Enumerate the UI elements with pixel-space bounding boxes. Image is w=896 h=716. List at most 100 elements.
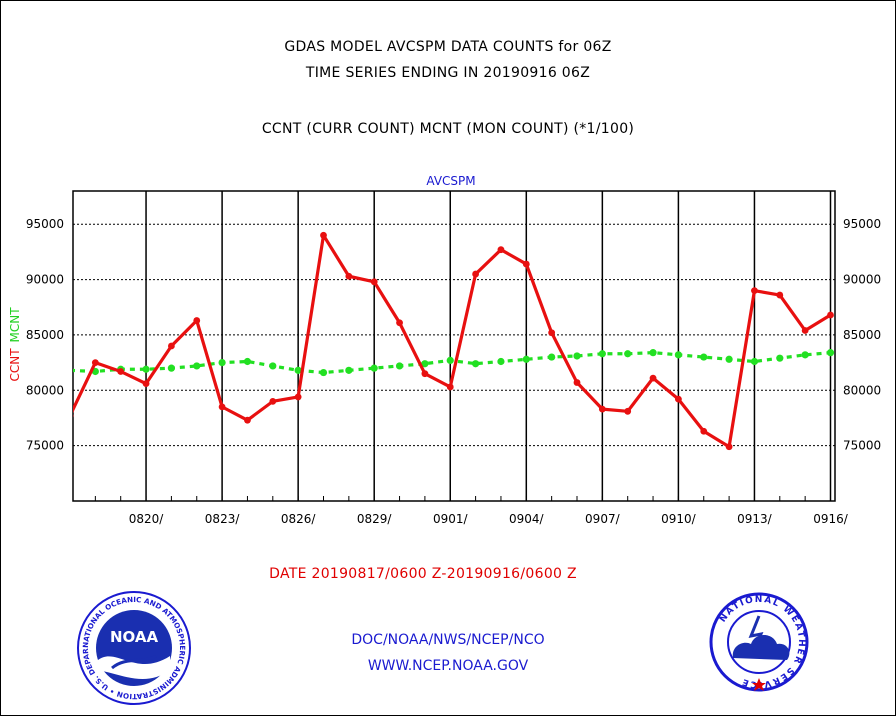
data-point-mcnt (243, 357, 252, 366)
data-point-mcnt (497, 357, 505, 366)
x-tick-label: 0826/ (281, 512, 317, 526)
data-point-ccnt (624, 407, 632, 415)
data-point-mcnt (193, 362, 201, 370)
y-axis-label-ccnt: CCNT (8, 348, 22, 382)
y-tick-label-left: 80000 (26, 383, 64, 397)
data-point-ccnt (269, 397, 277, 405)
plot-title: AVCSPM (426, 174, 475, 188)
data-point-mcnt (370, 364, 378, 372)
y-tick-label-left: 90000 (26, 273, 64, 287)
data-point-mcnt (750, 357, 759, 366)
data-point-mcnt (700, 353, 708, 361)
data-point-mcnt (218, 359, 226, 367)
chart-title-line3: CCNT (CURR COUNT) MCNT (MON COUNT) (*1/1… (261, 121, 635, 137)
data-point-ccnt (751, 287, 758, 295)
series-ccnt (73, 231, 834, 451)
x-tick-label: 0910/ (661, 512, 697, 526)
data-point-ccnt (675, 395, 682, 403)
nws-logo: NATIONAL WEATHER SERVICE (709, 592, 809, 692)
data-point-mcnt (142, 365, 150, 373)
y-tick-label-right: 95000 (843, 217, 881, 231)
data-point-ccnt (421, 370, 429, 378)
y-tick-label-left: 75000 (26, 439, 64, 453)
data-point-mcnt (674, 351, 683, 359)
data-point-ccnt (827, 311, 834, 319)
org-label: DOC/NOAA/NWS/NCEP/NCO (351, 632, 545, 648)
y-axis-label-mcnt: MCNT (8, 307, 22, 343)
y-tick-label-left: 95000 (26, 217, 64, 231)
data-point-mcnt (421, 360, 429, 368)
data-point-mcnt (776, 354, 784, 362)
chart-title-line2: TIME SERIES ENDING IN 20190916 06Z (305, 65, 591, 81)
y-tick-label-right: 85000 (843, 328, 881, 342)
data-point-ccnt (193, 317, 201, 324)
data-point-mcnt (167, 364, 175, 372)
y-axis-right: 75000 80000 85000 90000 95000 (843, 217, 881, 452)
x-tick-label: 0823/ (205, 512, 241, 526)
noaa-logo: NATIONAL OCEANIC AND ATMOSPHERIC ADMINIS… (76, 590, 191, 705)
y-tick-label-left: 85000 (26, 328, 64, 342)
data-point-ccnt (117, 368, 125, 375)
series-mcnt (73, 349, 835, 377)
data-point-mcnt (624, 350, 632, 358)
data-point-mcnt (725, 355, 733, 363)
chart-title-line1: GDAS MODEL AVCSPM DATA COUNTS for 06Z (284, 39, 612, 55)
y-tick-label-right: 90000 (843, 273, 881, 287)
data-point-mcnt (319, 368, 328, 377)
data-point-mcnt (522, 355, 530, 363)
data-point-mcnt (548, 353, 556, 361)
line-chart: AVCSPM 75000 80000 85000 90000 95000 75000 80… (8, 174, 881, 526)
x-tick-label: 0916/ (813, 512, 849, 526)
data-point-ccnt (522, 260, 530, 268)
data-point-mcnt (395, 362, 404, 370)
data-point-ccnt (573, 379, 581, 386)
data-point-ccnt (725, 443, 733, 451)
data-point-mcnt (345, 366, 353, 374)
data-point-mcnt (73, 368, 74, 373)
x-tick-label: 0907/ (585, 512, 621, 526)
data-point-mcnt (801, 351, 809, 359)
data-point-mcnt (446, 356, 454, 364)
data-point-ccnt (598, 405, 606, 413)
data-point-ccnt (776, 291, 784, 299)
x-tick-label: 0913/ (737, 512, 773, 526)
data-point-mcnt (826, 349, 835, 357)
date-range-label: DATE 20190817/0600 Z-20190916/0600 Z (269, 566, 577, 582)
data-point-ccnt (446, 383, 454, 391)
x-tick-label: 0901/ (433, 512, 469, 526)
noaa-logo-text: NOAA (110, 628, 159, 646)
y-axis-left: 75000 80000 85000 90000 95000 (26, 217, 64, 452)
data-point-ccnt (73, 414, 74, 418)
y-tick-label-right: 75000 (843, 439, 881, 453)
grid (73, 191, 835, 501)
data-point-mcnt (649, 349, 657, 357)
data-point-ccnt (218, 403, 226, 411)
data-point-ccnt (548, 329, 556, 337)
data-point-ccnt (472, 270, 479, 278)
plot-border (72, 190, 836, 502)
data-point-ccnt (649, 374, 657, 382)
x-axis: 0820/0823/0826/0829/0901/0904/0907/0910/… (94, 496, 849, 526)
x-tick-label: 0904/ (509, 512, 545, 526)
data-point-mcnt (269, 362, 277, 370)
data-point-mcnt (598, 350, 606, 358)
data-point-ccnt (320, 231, 327, 239)
data-point-ccnt (497, 246, 505, 254)
data-point-ccnt (801, 327, 809, 334)
data-point-mcnt (573, 352, 581, 360)
website-link[interactable]: WWW.NCEP.NOAA.GOV (367, 658, 529, 674)
data-point-mcnt (472, 360, 480, 368)
data-point-mcnt (294, 366, 302, 374)
data-point-ccnt (142, 380, 150, 388)
y-tick-label-right: 80000 (843, 383, 881, 397)
data-point-ccnt (294, 393, 302, 401)
data-point-ccnt (244, 416, 251, 424)
data-point-ccnt (370, 278, 378, 286)
x-tick-label: 0829/ (357, 512, 393, 526)
x-tick-label: 0820/ (129, 512, 165, 526)
data-point-ccnt (345, 272, 353, 280)
data-point-ccnt (91, 359, 99, 367)
data-point-ccnt (700, 427, 708, 435)
data-point-ccnt (396, 319, 403, 327)
data-point-ccnt (168, 342, 175, 350)
